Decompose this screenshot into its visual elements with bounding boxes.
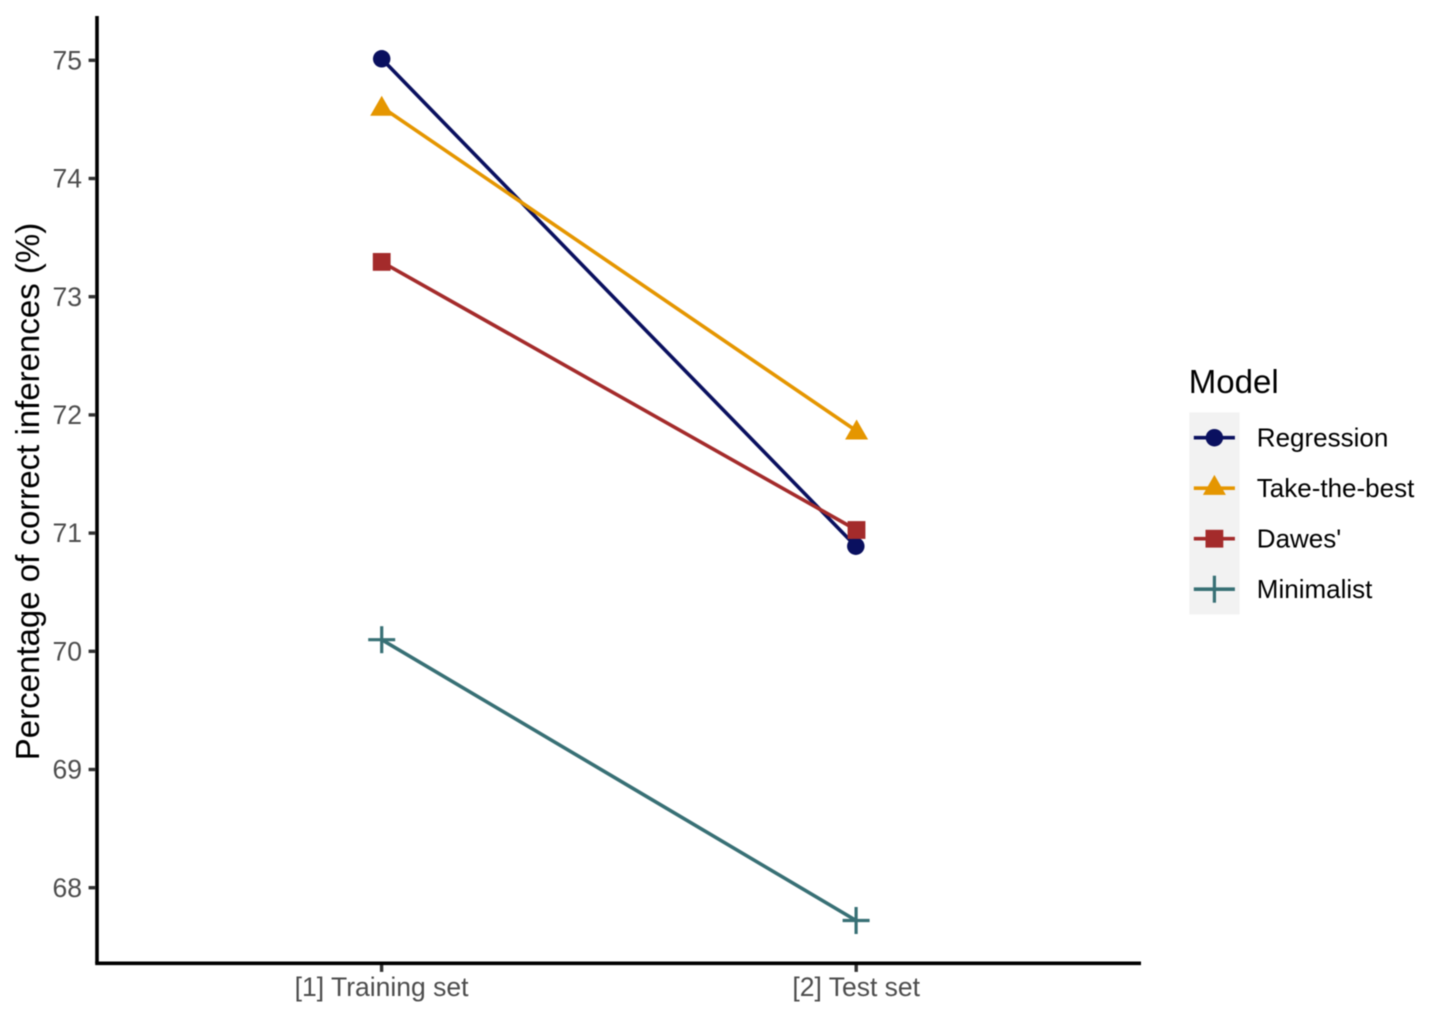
svg-text:Percentage of correct inferenc: Percentage of correct inferences (%) [9, 223, 46, 760]
svg-text:68: 68 [53, 873, 82, 903]
svg-text:70: 70 [53, 636, 82, 666]
svg-text:Take-the-best: Take-the-best [1257, 473, 1415, 503]
svg-text:[2] Test set: [2] Test set [792, 972, 920, 1002]
svg-text:73: 73 [53, 282, 82, 312]
svg-text:69: 69 [53, 755, 82, 785]
svg-text:74: 74 [53, 164, 82, 194]
svg-text:Model: Model [1189, 363, 1279, 400]
svg-text:[1] Training set: [1] Training set [295, 972, 469, 1002]
svg-text:72: 72 [53, 400, 82, 430]
svg-text:Dawes': Dawes' [1257, 523, 1341, 553]
svg-text:71: 71 [53, 518, 82, 548]
svg-text:Minimalist: Minimalist [1257, 574, 1373, 604]
svg-text:Regression: Regression [1257, 422, 1389, 452]
svg-text:75: 75 [53, 45, 82, 75]
